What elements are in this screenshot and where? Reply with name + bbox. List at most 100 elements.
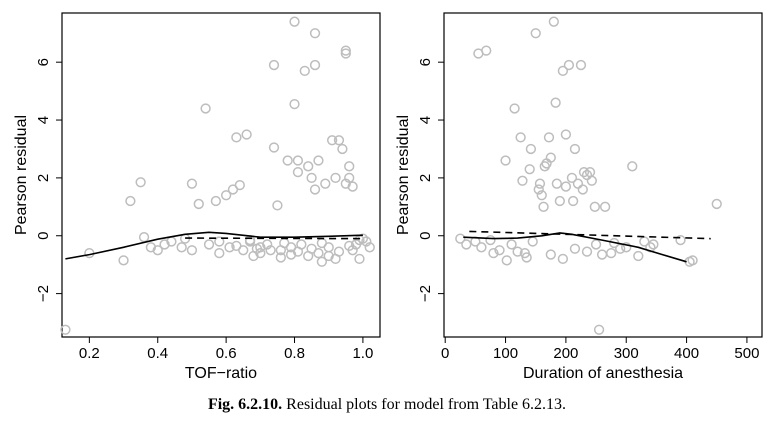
panel-2-data-point: [590, 239, 602, 250]
panel-2-y-tick-label: −2: [417, 285, 434, 302]
panel-1-data-point: [347, 245, 358, 256]
panel-2-data-point: [536, 190, 547, 201]
panel-1-y-tick-label: 4: [35, 116, 52, 124]
panel-1-data-point: [203, 239, 215, 250]
panel-2-x-tick-label: 400: [674, 345, 699, 362]
panel-1-data-point: [344, 161, 355, 172]
panel-1-data-point: [333, 135, 345, 146]
panel-2-data-point: [557, 253, 569, 265]
panel-2-data-point: [517, 175, 528, 186]
panel-2-data-point: [563, 59, 575, 71]
panel-1-data-point: [299, 65, 310, 77]
panel-2-data-point: [567, 195, 579, 207]
panel-1-data-point: [330, 172, 341, 184]
panel-1-data-point: [344, 172, 355, 184]
panel-1-data-point: [320, 178, 331, 189]
panel-1-data-point: [138, 232, 150, 243]
panel-2-data-point: [533, 184, 544, 195]
panel-1-data-point: [118, 255, 129, 266]
panel-1-data-point: [309, 28, 321, 39]
panel-2-data-point: [566, 172, 578, 184]
panel-1-data-point: [361, 236, 372, 247]
panel-2-data-point: [593, 324, 605, 335]
panel-2-data-point: [527, 236, 538, 247]
panel-1-data-point: [193, 198, 204, 210]
panel-2-data-point: [577, 184, 588, 195]
panel-2-x-axis-label: Duration of anesthesia: [523, 365, 683, 382]
panel-2-y-tick-label: 6: [417, 58, 434, 66]
panel-2-data-point: [687, 255, 698, 266]
panel-1-y-tick-label: 0: [35, 232, 52, 240]
panel-2-data-point: [557, 65, 569, 77]
panel-1-data-point: [354, 253, 365, 265]
panel-1-data-point: [306, 172, 317, 184]
panel-1-x-axis-label: TOF−ratio: [185, 365, 257, 382]
panel-2-data-point: [711, 198, 722, 210]
panel-1-data-point: [347, 181, 358, 192]
panel-1-data-point: [186, 178, 198, 189]
panel-2-data-point: [543, 132, 555, 143]
panel-2-data-point: [633, 250, 644, 262]
panel-1-data-point: [316, 237, 328, 249]
panel-1-data-point: [337, 143, 348, 155]
panel-2-data-point: [675, 234, 686, 246]
panel-2-data-point: [506, 239, 517, 250]
panel-2-data-point: [545, 249, 556, 260]
panel-2-data-point: [569, 243, 581, 254]
panel-2-data-point: [481, 45, 492, 56]
panel-1-data-point: [265, 245, 276, 256]
panel-1-data-point: [210, 195, 222, 207]
panel-1-data-point: [125, 195, 136, 207]
panel-2-plot-frame: [443, 12, 763, 338]
panel-1-data-point: [340, 48, 351, 59]
panel-1-data-point: [176, 242, 187, 253]
panel-2-data-point: [512, 246, 523, 257]
panel-2-data-point: [515, 132, 526, 143]
panel-2-data-point: [494, 245, 505, 256]
panel-2-data-point: [530, 28, 541, 39]
panel-2-data-point: [488, 247, 499, 259]
panel-1-data-point: [152, 245, 163, 256]
panel-1-data-point: [145, 242, 157, 253]
panel-2-data-point: [586, 175, 597, 186]
panel-1-data-point: [200, 103, 211, 114]
panel-1-data-point: [292, 155, 304, 166]
panel-2-x-tick-label: 200: [553, 345, 578, 362]
panel-2-data-point: [560, 129, 572, 140]
panel-1-y-tick-label: 2: [35, 174, 52, 182]
panel-1-data-point: [135, 177, 146, 188]
panel-2-data-point: [476, 242, 487, 253]
panel-1-data-point: [316, 256, 328, 267]
panel-1-reference-line: [185, 237, 363, 240]
panel-1-data-point: [231, 240, 242, 252]
panel-2-data-point: [538, 201, 549, 212]
caption-text: Residual plots for model from Table 6.2.…: [286, 396, 567, 413]
panel-2-data-point: [455, 233, 466, 244]
panel-2-data-point: [501, 255, 512, 266]
panel-1-data-point: [241, 129, 252, 140]
panel-1-x-tick-label: 1.0: [352, 345, 373, 362]
panel-1-data-point: [313, 155, 324, 166]
panel-2-data-point: [621, 242, 632, 253]
panel-1-data-point: [330, 253, 341, 265]
panel-2-y-tick-label: 4: [417, 116, 434, 124]
panel-1-data-point: [313, 247, 324, 259]
panel-2-data-point: [551, 178, 562, 189]
panel-1-y-axis-label: Pearson residual: [13, 115, 30, 235]
panel-2-data-point: [560, 181, 572, 192]
panel-2-data-point: [509, 103, 520, 114]
panel-2-x-tick-label: 300: [614, 345, 639, 362]
panel-1-data-point: [309, 59, 321, 71]
panel-2-y-tick-label: 2: [417, 174, 434, 182]
panel-1-data-point: [214, 247, 225, 259]
panel-1-data-point: [289, 98, 300, 110]
panel-1-data-point: [84, 247, 95, 259]
panel-2-data-point: [569, 143, 581, 155]
panel-2-y-axis-label: Pearson residual: [395, 115, 412, 235]
panel-1-y-tick-label: −2: [35, 285, 52, 302]
panel-1-x-tick-label: 0.2: [79, 345, 100, 362]
panel-1-data-point: [292, 166, 304, 178]
panel-2-x-tick-label: 500: [734, 345, 759, 362]
panel-2-data-point: [639, 236, 650, 247]
panel-1-plot-frame: [61, 12, 381, 338]
